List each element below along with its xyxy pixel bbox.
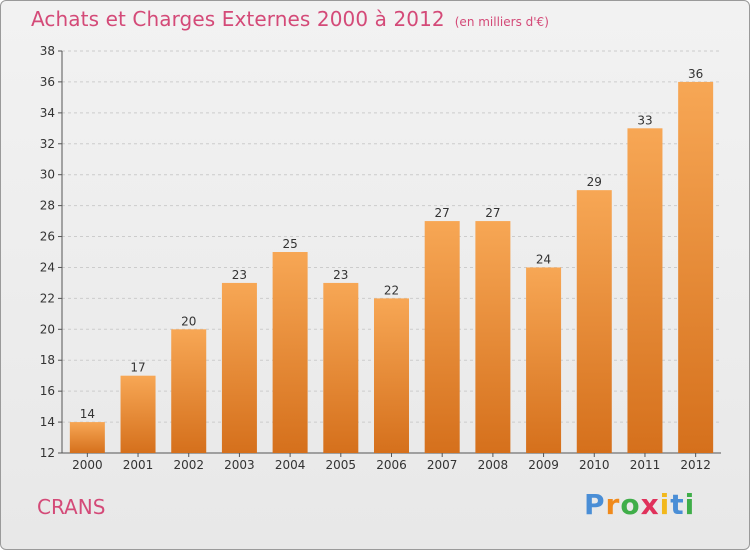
data-label: 22 bbox=[384, 283, 399, 297]
town-name: CRANS bbox=[37, 495, 106, 519]
x-tick-label: 2005 bbox=[326, 458, 357, 472]
y-tick-label: 16 bbox=[40, 384, 55, 398]
bar bbox=[69, 422, 105, 453]
y-tick-label: 34 bbox=[40, 106, 55, 120]
y-tick-label: 38 bbox=[40, 44, 55, 58]
bar bbox=[221, 282, 257, 453]
chart-title-block: Achats et Charges Externes 2000 à 2012 (e… bbox=[31, 7, 549, 31]
x-tick-label: 2008 bbox=[478, 458, 509, 472]
data-label: 27 bbox=[435, 206, 450, 220]
x-tick-label: 2007 bbox=[427, 458, 458, 472]
data-label: 33 bbox=[637, 113, 652, 127]
y-tick-label: 32 bbox=[40, 137, 55, 151]
logo-letter: i bbox=[659, 488, 671, 521]
y-tick-label: 36 bbox=[40, 75, 55, 89]
data-label: 17 bbox=[130, 361, 145, 375]
logo-letter: r bbox=[605, 488, 621, 521]
y-tick-label: 20 bbox=[40, 322, 55, 336]
bar bbox=[576, 190, 612, 453]
bar bbox=[272, 252, 308, 453]
bar bbox=[475, 221, 511, 453]
label-layer: 14 17 20 23 25 23 22 27 27 24 29 33 36 bbox=[80, 67, 704, 421]
bar bbox=[424, 221, 460, 453]
y-tick-label: 18 bbox=[40, 353, 55, 367]
bar bbox=[526, 267, 562, 453]
bar bbox=[374, 298, 409, 453]
y-tick-label: 26 bbox=[40, 230, 55, 244]
y-tick-label: 30 bbox=[40, 168, 55, 182]
logo-letter: o bbox=[620, 488, 641, 521]
x-tick-label: 2002 bbox=[173, 458, 204, 472]
bar bbox=[171, 329, 207, 453]
data-label: 24 bbox=[536, 252, 551, 266]
logo-letter: x bbox=[640, 488, 660, 521]
data-label: 29 bbox=[587, 175, 602, 189]
bar bbox=[120, 375, 156, 453]
x-tick-label: 2009 bbox=[528, 458, 559, 472]
x-tick-label: 2011 bbox=[630, 458, 661, 472]
logo-letter: P bbox=[584, 488, 606, 521]
data-label: 23 bbox=[333, 268, 348, 282]
y-tick-label: 28 bbox=[40, 199, 55, 213]
proxiti-logo: Proxiti bbox=[584, 488, 695, 521]
x-tick-label: 2010 bbox=[579, 458, 610, 472]
logo-letter: t bbox=[670, 488, 685, 521]
x-tick-label: 2004 bbox=[275, 458, 306, 472]
bar bbox=[678, 81, 714, 453]
chart-title: Achats et Charges Externes 2000 à 2012 bbox=[31, 7, 445, 31]
x-tick-label: 2001 bbox=[123, 458, 154, 472]
y-tick-label: 12 bbox=[40, 446, 55, 460]
logo-letter: i bbox=[684, 488, 696, 521]
data-label: 27 bbox=[485, 206, 500, 220]
y-tick-label: 24 bbox=[40, 260, 55, 274]
data-label: 23 bbox=[232, 268, 247, 282]
data-label: 20 bbox=[181, 314, 196, 328]
chart-unit: (en milliers d'€) bbox=[454, 15, 549, 29]
data-label: 36 bbox=[688, 67, 703, 81]
x-tick-label: 2006 bbox=[376, 458, 407, 472]
bar bbox=[323, 282, 359, 453]
axis-layer: 12 14 16 18 20 22 24 26 28 30 32 34 36 38 2000 2001 2002… bbox=[40, 44, 721, 472]
data-label: 14 bbox=[80, 407, 95, 421]
bar-layer bbox=[69, 81, 714, 454]
x-tick-label: 2012 bbox=[680, 458, 711, 472]
y-tick-label: 14 bbox=[40, 415, 55, 429]
x-tick-label: 2000 bbox=[72, 458, 103, 472]
bar bbox=[627, 128, 663, 454]
y-tick-label: 22 bbox=[40, 291, 55, 305]
x-tick-label: 2003 bbox=[224, 458, 255, 472]
data-label: 25 bbox=[282, 237, 297, 251]
